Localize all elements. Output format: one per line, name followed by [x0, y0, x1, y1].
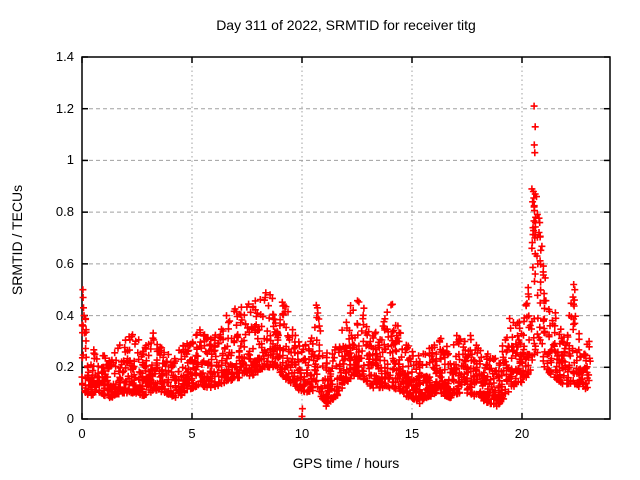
y-tick-label: 0.2: [55, 359, 74, 375]
x-tick-label: 20: [514, 426, 530, 441]
y-tick-label: 0.4: [55, 307, 74, 323]
y-tick-label: 0.6: [55, 255, 74, 271]
scatter-points: [78, 102, 594, 420]
y-tick-label: 0.8: [55, 204, 74, 220]
x-tick-label: 15: [404, 426, 420, 441]
x-axis-label: GPS time / hours: [292, 455, 400, 471]
y-tick-label: 1.2: [55, 100, 74, 116]
chart-title: Day 311 of 2022, SRMTID for receiver tit…: [216, 17, 476, 33]
plot-border: [81, 56, 611, 420]
x-tick-label: 5: [188, 426, 196, 441]
y-tick-label: 1: [66, 152, 74, 168]
x-tick-label: 10: [294, 426, 310, 441]
y-tick-label: 0: [66, 411, 74, 426]
y-tick-label: 1.4: [55, 49, 74, 64]
x-tick-label: 0: [78, 426, 86, 441]
